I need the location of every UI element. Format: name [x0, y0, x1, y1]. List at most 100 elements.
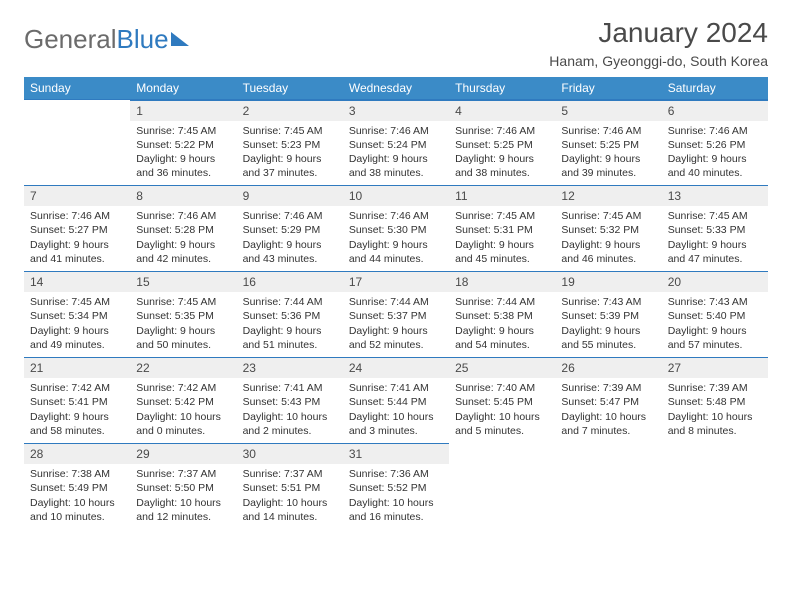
- sunset-text: Sunset: 5:43 PM: [243, 395, 337, 409]
- calendar-cell: 25Sunrise: 7:40 AMSunset: 5:45 PMDayligh…: [449, 357, 555, 443]
- calendar-cell: 21Sunrise: 7:42 AMSunset: 5:41 PMDayligh…: [24, 357, 130, 443]
- calendar-cell: 29Sunrise: 7:37 AMSunset: 5:50 PMDayligh…: [130, 443, 236, 529]
- daylight-text-1: Daylight: 10 hours: [349, 410, 443, 424]
- weekday-header: Sunday: [24, 77, 130, 100]
- sunset-text: Sunset: 5:47 PM: [561, 395, 655, 409]
- sunrise-text: Sunrise: 7:41 AM: [243, 381, 337, 395]
- day-number: 30: [237, 443, 343, 464]
- day-details: Sunrise: 7:38 AMSunset: 5:49 PMDaylight:…: [24, 464, 130, 528]
- daylight-text-1: Daylight: 9 hours: [30, 238, 124, 252]
- day-number: 15: [130, 271, 236, 292]
- day-number: 24: [343, 357, 449, 378]
- day-number: 7: [24, 185, 130, 206]
- daylight-text-2: and 41 minutes.: [30, 252, 124, 266]
- day-details: Sunrise: 7:45 AMSunset: 5:22 PMDaylight:…: [130, 121, 236, 185]
- sunrise-text: Sunrise: 7:45 AM: [668, 209, 762, 223]
- daylight-text-2: and 40 minutes.: [668, 166, 762, 180]
- day-number: 14: [24, 271, 130, 292]
- daylight-text-2: and 51 minutes.: [243, 338, 337, 352]
- sunset-text: Sunset: 5:50 PM: [136, 481, 230, 495]
- day-details: Sunrise: 7:45 AMSunset: 5:34 PMDaylight:…: [24, 292, 130, 356]
- daylight-text-1: Daylight: 9 hours: [349, 152, 443, 166]
- day-details: Sunrise: 7:46 AMSunset: 5:30 PMDaylight:…: [343, 206, 449, 270]
- day-number: 11: [449, 185, 555, 206]
- sunset-text: Sunset: 5:25 PM: [561, 138, 655, 152]
- calendar-cell: 15Sunrise: 7:45 AMSunset: 5:35 PMDayligh…: [130, 271, 236, 357]
- calendar-row: 14Sunrise: 7:45 AMSunset: 5:34 PMDayligh…: [24, 271, 768, 357]
- daylight-text-1: Daylight: 10 hours: [136, 496, 230, 510]
- calendar-cell: [662, 443, 768, 529]
- logo-mark-icon: [171, 32, 189, 46]
- daylight-text-2: and 47 minutes.: [668, 252, 762, 266]
- sunrise-text: Sunrise: 7:43 AM: [561, 295, 655, 309]
- sunset-text: Sunset: 5:48 PM: [668, 395, 762, 409]
- daylight-text-1: Daylight: 9 hours: [136, 152, 230, 166]
- calendar-row: 28Sunrise: 7:38 AMSunset: 5:49 PMDayligh…: [24, 443, 768, 529]
- daylight-text-1: Daylight: 9 hours: [30, 410, 124, 424]
- weekday-header-row: Sunday Monday Tuesday Wednesday Thursday…: [24, 77, 768, 100]
- day-number: 22: [130, 357, 236, 378]
- logo: GeneralBlue: [24, 18, 189, 55]
- calendar-cell: 17Sunrise: 7:44 AMSunset: 5:37 PMDayligh…: [343, 271, 449, 357]
- sunrise-text: Sunrise: 7:45 AM: [136, 295, 230, 309]
- sunset-text: Sunset: 5:35 PM: [136, 309, 230, 323]
- day-number: 25: [449, 357, 555, 378]
- day-number: 31: [343, 443, 449, 464]
- calendar-cell: 7Sunrise: 7:46 AMSunset: 5:27 PMDaylight…: [24, 185, 130, 271]
- sunrise-text: Sunrise: 7:46 AM: [561, 124, 655, 138]
- daylight-text-1: Daylight: 10 hours: [30, 496, 124, 510]
- sunset-text: Sunset: 5:25 PM: [455, 138, 549, 152]
- sunset-text: Sunset: 5:31 PM: [455, 223, 549, 237]
- daylight-text-2: and 16 minutes.: [349, 510, 443, 524]
- daylight-text-1: Daylight: 9 hours: [561, 238, 655, 252]
- sunrise-text: Sunrise: 7:44 AM: [455, 295, 549, 309]
- day-number: 13: [662, 185, 768, 206]
- page-title: January 2024: [549, 18, 768, 49]
- sunrise-text: Sunrise: 7:46 AM: [349, 209, 443, 223]
- calendar-cell: 4Sunrise: 7:46 AMSunset: 5:25 PMDaylight…: [449, 99, 555, 185]
- calendar-cell: 28Sunrise: 7:38 AMSunset: 5:49 PMDayligh…: [24, 443, 130, 529]
- calendar-cell: 12Sunrise: 7:45 AMSunset: 5:32 PMDayligh…: [555, 185, 661, 271]
- calendar-cell: 16Sunrise: 7:44 AMSunset: 5:36 PMDayligh…: [237, 271, 343, 357]
- daylight-text-1: Daylight: 10 hours: [349, 496, 443, 510]
- calendar-cell: 18Sunrise: 7:44 AMSunset: 5:38 PMDayligh…: [449, 271, 555, 357]
- calendar-cell: 22Sunrise: 7:42 AMSunset: 5:42 PMDayligh…: [130, 357, 236, 443]
- sunrise-text: Sunrise: 7:46 AM: [30, 209, 124, 223]
- day-number: 17: [343, 271, 449, 292]
- daylight-text-1: Daylight: 10 hours: [561, 410, 655, 424]
- daylight-text-1: Daylight: 9 hours: [561, 152, 655, 166]
- daylight-text-1: Daylight: 9 hours: [349, 324, 443, 338]
- daylight-text-2: and 44 minutes.: [349, 252, 443, 266]
- daylight-text-2: and 39 minutes.: [561, 166, 655, 180]
- calendar-row: 1Sunrise: 7:45 AMSunset: 5:22 PMDaylight…: [24, 99, 768, 185]
- daylight-text-1: Daylight: 9 hours: [455, 152, 549, 166]
- calendar-cell: 6Sunrise: 7:46 AMSunset: 5:26 PMDaylight…: [662, 99, 768, 185]
- day-details: Sunrise: 7:46 AMSunset: 5:28 PMDaylight:…: [130, 206, 236, 270]
- calendar-cell: 27Sunrise: 7:39 AMSunset: 5:48 PMDayligh…: [662, 357, 768, 443]
- sunset-text: Sunset: 5:28 PM: [136, 223, 230, 237]
- sunrise-text: Sunrise: 7:42 AM: [30, 381, 124, 395]
- daylight-text-2: and 7 minutes.: [561, 424, 655, 438]
- daylight-text-1: Daylight: 9 hours: [349, 238, 443, 252]
- daylight-text-1: Daylight: 9 hours: [668, 238, 762, 252]
- calendar-cell: 9Sunrise: 7:46 AMSunset: 5:29 PMDaylight…: [237, 185, 343, 271]
- logo-text-part1: General: [24, 24, 117, 55]
- day-details: Sunrise: 7:40 AMSunset: 5:45 PMDaylight:…: [449, 378, 555, 442]
- sunset-text: Sunset: 5:24 PM: [349, 138, 443, 152]
- day-number: 2: [237, 100, 343, 121]
- daylight-text-1: Daylight: 10 hours: [455, 410, 549, 424]
- sunset-text: Sunset: 5:32 PM: [561, 223, 655, 237]
- sunset-text: Sunset: 5:29 PM: [243, 223, 337, 237]
- day-number: 12: [555, 185, 661, 206]
- daylight-text-2: and 54 minutes.: [455, 338, 549, 352]
- day-number: 26: [555, 357, 661, 378]
- day-details: Sunrise: 7:43 AMSunset: 5:40 PMDaylight:…: [662, 292, 768, 356]
- sunrise-text: Sunrise: 7:44 AM: [243, 295, 337, 309]
- calendar-cell: 26Sunrise: 7:39 AMSunset: 5:47 PMDayligh…: [555, 357, 661, 443]
- title-block: January 2024 Hanam, Gyeonggi-do, South K…: [549, 18, 768, 69]
- daylight-text-2: and 5 minutes.: [455, 424, 549, 438]
- sunrise-text: Sunrise: 7:45 AM: [243, 124, 337, 138]
- daylight-text-2: and 10 minutes.: [30, 510, 124, 524]
- sunset-text: Sunset: 5:44 PM: [349, 395, 443, 409]
- sunset-text: Sunset: 5:41 PM: [30, 395, 124, 409]
